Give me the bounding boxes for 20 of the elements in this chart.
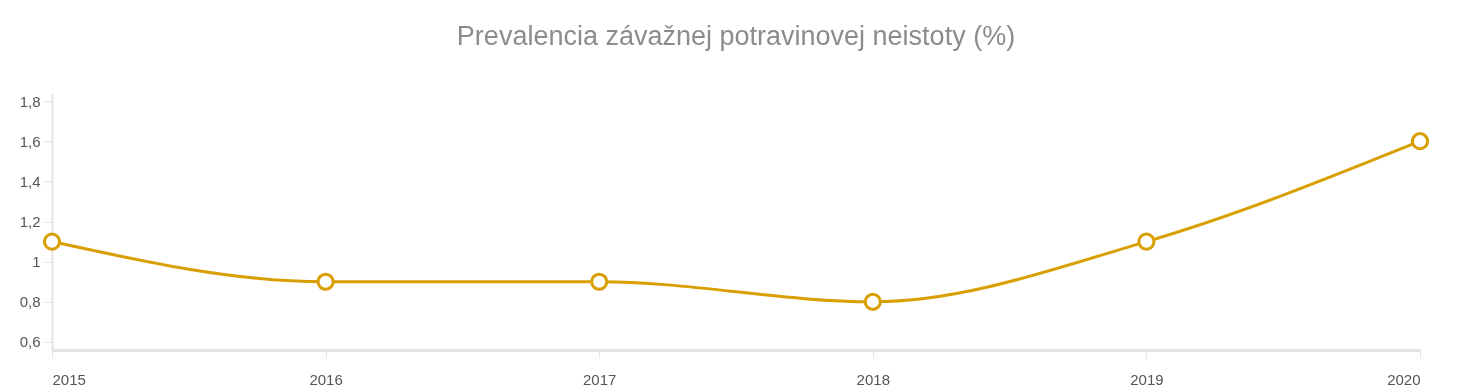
x-tick-label: 2016: [309, 370, 343, 388]
point: [1137, 232, 1156, 251]
point: [316, 272, 335, 291]
x-tick-label: 2020: [1387, 370, 1421, 388]
point: [1410, 132, 1430, 151]
x-tick-label: 2018: [856, 370, 890, 388]
x-tick-label: 2017: [583, 370, 617, 388]
y-tick-label: 1: [32, 253, 41, 271]
y-tick-label: 1,8: [19, 92, 41, 110]
y-tick-label: 1,6: [19, 132, 41, 150]
point: [863, 292, 882, 311]
point: [590, 272, 609, 291]
y-tick-label: 0,6: [19, 333, 41, 351]
y-tick-label: 1,2: [19, 213, 41, 230]
y-tick-label: 1,4: [19, 172, 41, 190]
point: [42, 232, 62, 251]
x-tick-label: 2015: [52, 370, 86, 388]
y-tick-label: 0,8: [19, 293, 41, 311]
x-tick-label: 2019: [1130, 370, 1164, 388]
chart-title: Prevalencia závažnej potravinovej neistoty (%): [456, 21, 1016, 51]
